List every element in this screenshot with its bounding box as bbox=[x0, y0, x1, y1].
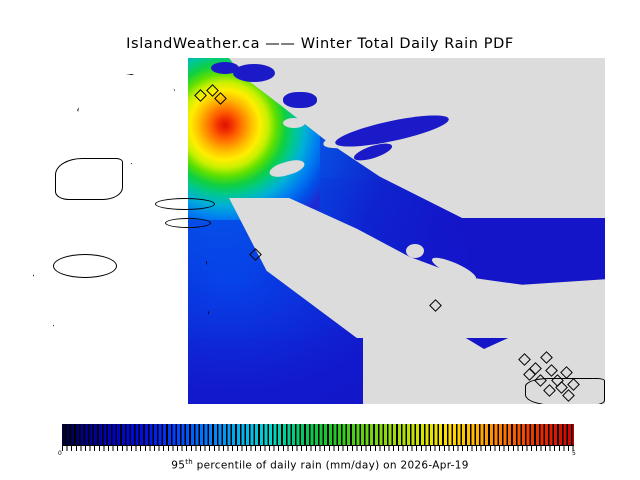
map-panel[interactable] bbox=[33, 58, 605, 404]
coastline-southeast-tip bbox=[525, 378, 605, 404]
caption-suffix: percentile of daily rain (mm/day) on 202… bbox=[193, 459, 469, 472]
coastline-inlet-detail-b bbox=[165, 218, 211, 228]
caption-prefix: 95 bbox=[171, 459, 186, 472]
land-gulf-island-f bbox=[393, 272, 413, 284]
colorbar[interactable] bbox=[62, 424, 574, 446]
coastline-inlet-detail-a bbox=[155, 198, 215, 210]
colorbar-min-label: 0 bbox=[58, 450, 62, 457]
caption-superscript: th bbox=[185, 458, 194, 466]
water-inlet-upper-b bbox=[211, 62, 239, 74]
water-inlet-upper bbox=[233, 64, 275, 82]
colorbar-bin-separators bbox=[62, 424, 574, 446]
colorbar-tick-marks bbox=[62, 446, 574, 451]
coastline-inlet-detail-c bbox=[55, 158, 123, 200]
land-gulf-island-e bbox=[406, 244, 424, 258]
page-title: IslandWeather.ca —— Winter Total Daily R… bbox=[126, 36, 514, 52]
colorbar-caption: 95th percentile of daily rain (mm/day) o… bbox=[0, 458, 640, 472]
water-inlet-central bbox=[283, 92, 317, 108]
colorbar-max-label: 5 bbox=[572, 450, 576, 457]
land-strait-island-c bbox=[283, 118, 305, 128]
coastline-offshore-arc bbox=[53, 254, 117, 278]
colorbar-axis-line bbox=[62, 445, 574, 446]
